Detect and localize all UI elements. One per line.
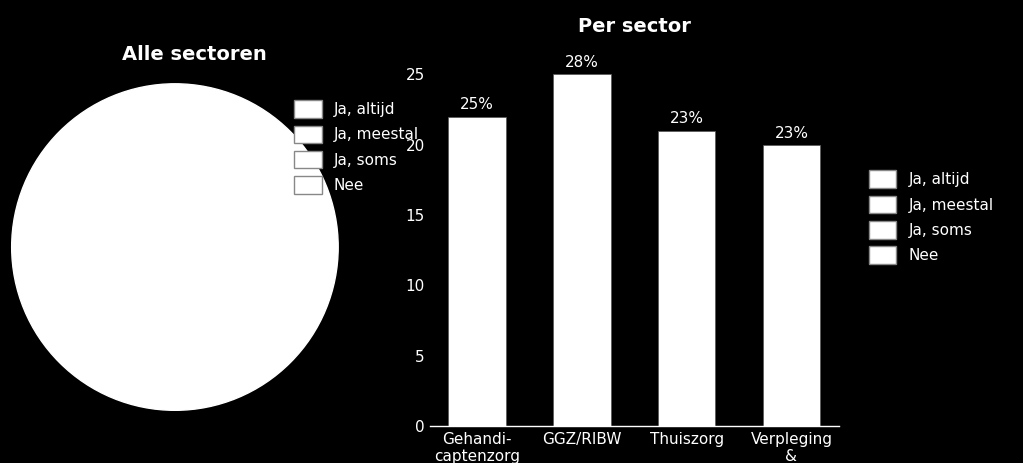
Circle shape — [11, 84, 339, 410]
Text: 28%: 28% — [565, 55, 598, 70]
Bar — [448, 117, 506, 426]
Bar — [658, 131, 715, 426]
Text: 23%: 23% — [774, 125, 808, 140]
Text: Alle sectoren: Alle sectoren — [122, 45, 267, 64]
Legend: Ja, altijd, Ja, meestal, Ja, soms, Nee: Ja, altijd, Ja, meestal, Ja, soms, Nee — [862, 164, 999, 270]
Text: 25%: 25% — [460, 97, 494, 113]
Text: 23%: 23% — [670, 112, 704, 126]
Title: Per sector: Per sector — [578, 18, 691, 37]
Bar — [553, 75, 611, 426]
Bar — [762, 145, 820, 426]
Legend: Ja, altijd, Ja, meestal, Ja, soms, Nee: Ja, altijd, Ja, meestal, Ja, soms, Nee — [294, 100, 419, 194]
